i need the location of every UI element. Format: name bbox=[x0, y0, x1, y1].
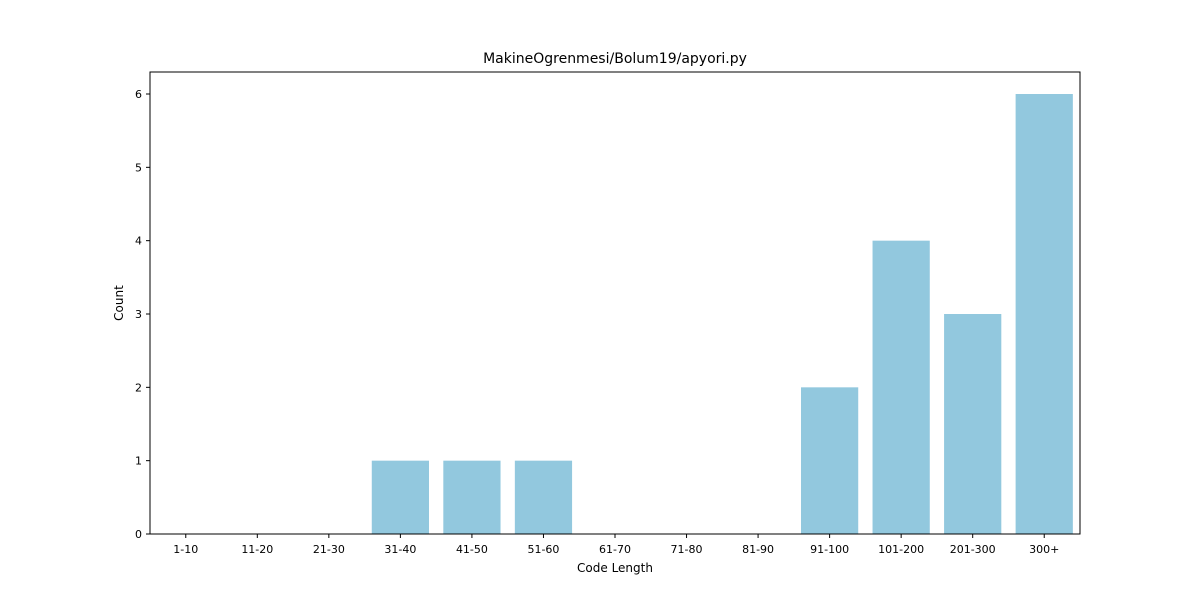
chart-title: MakineOgrenmesi/Bolum19/apyori.py bbox=[483, 51, 747, 67]
x-tick-label: 101-200 bbox=[878, 543, 924, 556]
x-axis: 1-10 11-20 21-30 31-40 41-50 51-60 61-70 71-80 8… bbox=[173, 534, 1059, 556]
y-tick-label: 6 bbox=[135, 88, 142, 101]
y-tick-label: 5 bbox=[135, 161, 142, 174]
x-tick-label: 11-20 bbox=[241, 543, 273, 556]
x-tick-label: 51-60 bbox=[527, 543, 559, 556]
bars-layer bbox=[371, 94, 1073, 534]
x-tick-label: 91-100 bbox=[810, 543, 849, 556]
bar-91-100 bbox=[801, 387, 859, 534]
x-axis-label: Code Length bbox=[577, 561, 653, 575]
x-tick-label: 81-90 bbox=[742, 543, 774, 556]
plot-frame bbox=[149, 71, 1081, 535]
x-tick-label: 21-30 bbox=[313, 543, 345, 556]
x-tick-label: 31-40 bbox=[384, 543, 416, 556]
y-tick-label: 1 bbox=[135, 455, 142, 468]
x-tick-label: 300+ bbox=[1029, 543, 1059, 556]
x-tick-label: 71-80 bbox=[671, 543, 703, 556]
y-tick-label: 2 bbox=[135, 381, 142, 394]
y-tick-label: 3 bbox=[135, 308, 142, 321]
y-axis-label: Count bbox=[112, 285, 126, 321]
y-tick-label: 0 bbox=[135, 528, 142, 541]
x-tick-label: 1-10 bbox=[173, 543, 198, 556]
bar-300+ bbox=[1015, 94, 1073, 534]
x-tick-label: 201-300 bbox=[950, 543, 996, 556]
x-tick-label: 61-70 bbox=[599, 543, 631, 556]
y-tick-label: 4 bbox=[135, 235, 142, 248]
bar-41-50 bbox=[443, 460, 501, 534]
bar-101-200 bbox=[872, 240, 930, 534]
bar-51-60 bbox=[514, 460, 573, 534]
y-axis: 0 1 2 3 4 5 6 bbox=[135, 88, 150, 541]
x-tick-label: 41-50 bbox=[456, 543, 488, 556]
bar-31-40 bbox=[371, 460, 429, 534]
bar-201-300 bbox=[944, 314, 1002, 534]
